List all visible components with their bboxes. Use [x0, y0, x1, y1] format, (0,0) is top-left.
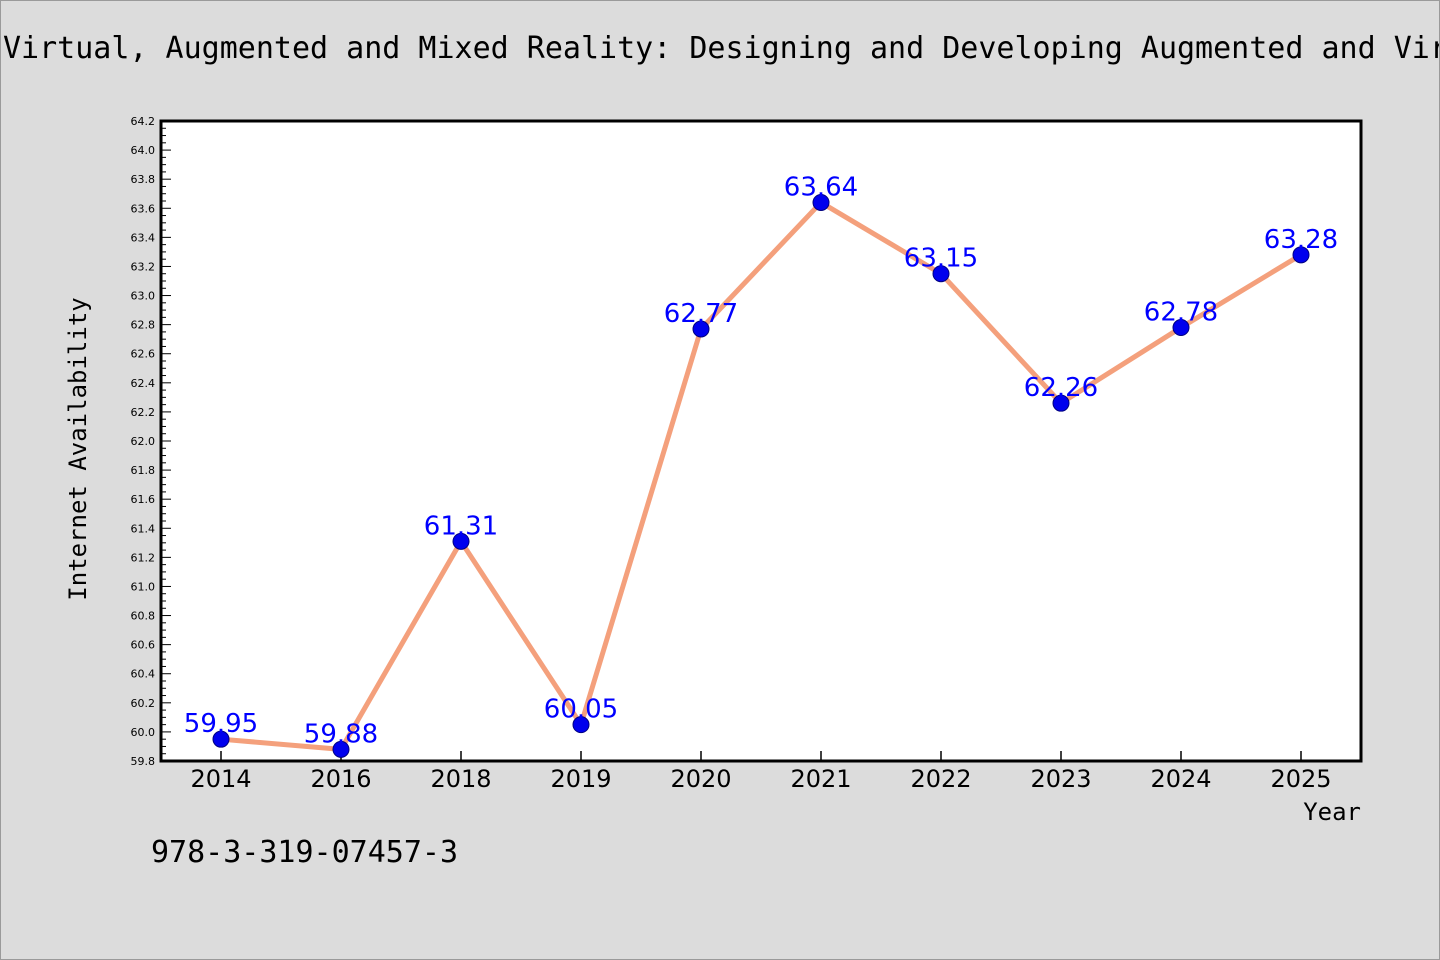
- x-axis-label: Year: [1303, 798, 1361, 826]
- y-tick-label: 62.0: [131, 435, 156, 448]
- x-tick-label: 2021: [790, 765, 851, 793]
- data-point: [1292, 246, 1310, 264]
- y-tick-label: 60.0: [131, 726, 156, 739]
- y-tick-label: 63.8: [131, 173, 156, 186]
- data-point: [1172, 319, 1190, 337]
- y-tick-label: 62.4: [131, 377, 156, 390]
- data-label: 62.78: [1144, 298, 1218, 328]
- y-tick-label: 61.2: [131, 551, 156, 564]
- y-tick-label: 62.2: [131, 406, 156, 419]
- y-axis: 59.8 60.0 60.2 60.4 60.6 60.8 61.0 61.2 61.4 61.6…: [131, 115, 171, 768]
- x-tick-label: 2018: [430, 765, 491, 793]
- series-points-group: [212, 193, 1310, 758]
- y-tick-label: 61.0: [131, 580, 156, 593]
- chart-title: Virtual, Augmented and Mixed Reality: De…: [3, 31, 1439, 66]
- y-tick-label: 61.6: [131, 493, 156, 506]
- x-tick-label: 2023: [1030, 765, 1091, 793]
- y-tick-label: 64.2: [131, 115, 156, 128]
- y-tick-label: 60.6: [131, 639, 156, 652]
- data-point: [212, 730, 230, 748]
- x-tick-label: 2014: [190, 765, 251, 793]
- x-tick-label: 2016: [310, 765, 371, 793]
- x-tick-label: 2022: [910, 765, 971, 793]
- y-tick-label: 63.4: [131, 231, 156, 244]
- data-point: [1052, 394, 1070, 412]
- data-point: [452, 532, 470, 550]
- data-point: [812, 193, 830, 211]
- data-label: 61.31: [424, 511, 498, 541]
- y-tick-label: 60.8: [131, 610, 156, 623]
- plot-area: [159, 119, 1363, 763]
- x-axis: 2014 2016 2018 2019 2020 2021 2022 2023 2024 2025: [190, 751, 1332, 793]
- data-label: 62.77: [664, 299, 738, 329]
- x-tick-label: 2025: [1270, 765, 1331, 793]
- y-axis-label: Internet Availability: [64, 297, 92, 600]
- series-line-group: [218, 199, 1304, 752]
- data-label: 62.26: [1024, 373, 1098, 403]
- data-label: 60.05: [544, 695, 618, 725]
- data-label: 63.28: [1264, 225, 1338, 255]
- series-line: [218, 199, 1304, 752]
- x-tick-label: 2020: [670, 765, 731, 793]
- y-tick-label: 63.0: [131, 290, 156, 303]
- data-labels-group: 59.95 59.88 61.31 60.05 62.77 63.64 63.15 62.26…: [184, 172, 1338, 749]
- data-point: [932, 265, 950, 283]
- data-label: 59.95: [184, 709, 258, 739]
- y-tick-label: 63.6: [131, 202, 156, 215]
- y-tick-label: 59.8: [131, 755, 156, 768]
- data-point: [332, 740, 350, 758]
- y-tick-label: 60.4: [131, 668, 156, 681]
- data-label: 63.64: [784, 172, 858, 202]
- y-tick-label: 62.8: [131, 319, 156, 332]
- isbn-text: 978-3-319-07457-3: [151, 835, 459, 870]
- y-tick-label: 64.0: [131, 144, 156, 157]
- data-label: 59.88: [304, 719, 378, 749]
- data-point: [572, 716, 590, 734]
- y-tick-label: 60.2: [131, 697, 156, 710]
- x-tick-label: 2019: [550, 765, 611, 793]
- y-tick-label: 62.6: [131, 348, 156, 361]
- data-label: 63.15: [904, 244, 978, 274]
- y-tick-label: 61.4: [131, 522, 156, 535]
- y-tick-label: 61.8: [131, 464, 156, 477]
- y-tick-label: 63.2: [131, 260, 156, 273]
- data-point: [692, 320, 710, 338]
- x-tick-label: 2024: [1150, 765, 1211, 793]
